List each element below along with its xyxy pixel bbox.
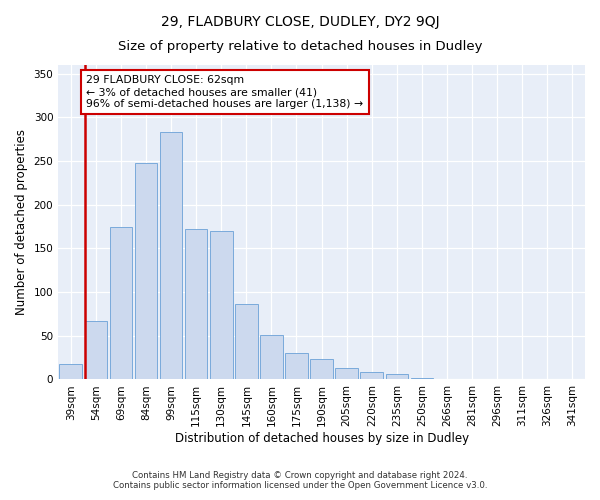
Text: Contains HM Land Registry data © Crown copyright and database right 2024.
Contai: Contains HM Land Registry data © Crown c… — [113, 470, 487, 490]
Bar — [361, 372, 383, 380]
Bar — [235, 304, 257, 380]
Text: 29, FLADBURY CLOSE, DUDLEY, DY2 9QJ: 29, FLADBURY CLOSE, DUDLEY, DY2 9QJ — [161, 15, 439, 29]
Bar — [410, 378, 433, 380]
Y-axis label: Number of detached properties: Number of detached properties — [15, 129, 28, 315]
Bar — [160, 132, 182, 380]
Bar — [210, 231, 233, 380]
Bar — [436, 378, 458, 380]
Bar — [59, 364, 82, 380]
Text: Size of property relative to detached houses in Dudley: Size of property relative to detached ho… — [118, 40, 482, 53]
Text: 29 FLADBURY CLOSE: 62sqm
← 3% of detached houses are smaller (41)
96% of semi-de: 29 FLADBURY CLOSE: 62sqm ← 3% of detache… — [86, 76, 364, 108]
Bar — [85, 321, 107, 380]
Bar — [310, 360, 333, 380]
Bar — [260, 335, 283, 380]
Bar — [386, 374, 408, 380]
Bar — [110, 226, 132, 380]
Bar — [185, 229, 208, 380]
Bar — [335, 368, 358, 380]
Bar — [134, 163, 157, 380]
Bar — [285, 354, 308, 380]
X-axis label: Distribution of detached houses by size in Dudley: Distribution of detached houses by size … — [175, 432, 469, 445]
